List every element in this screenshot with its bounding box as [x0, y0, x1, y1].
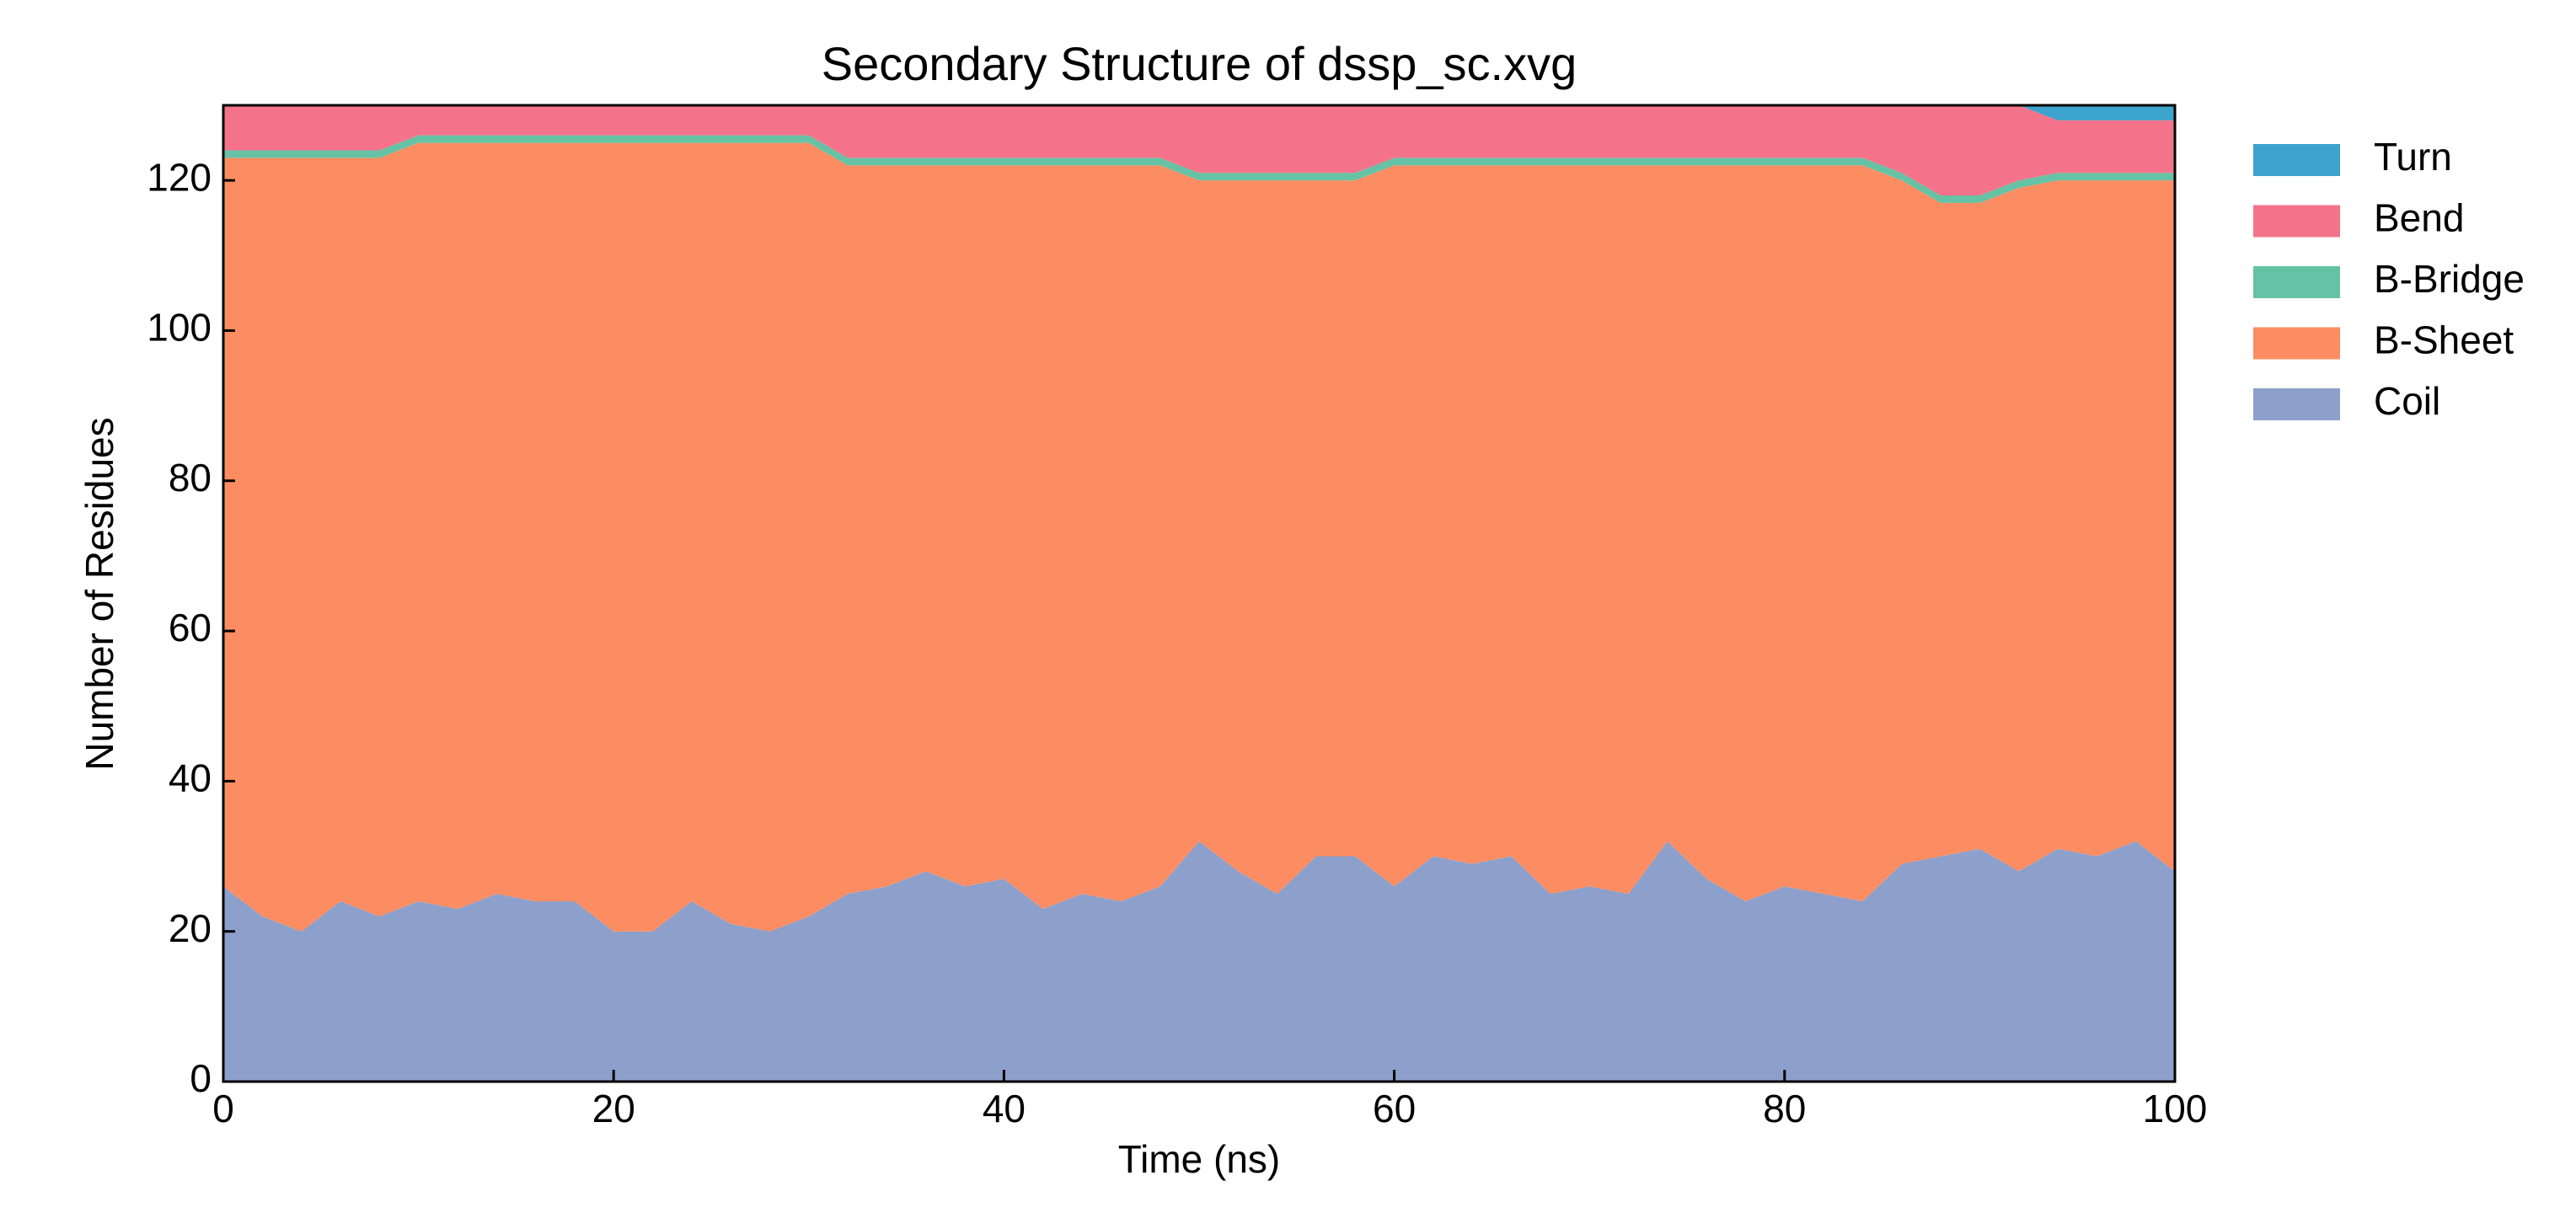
y-tick-label: 80 [169, 456, 212, 500]
x-tick-label: 0 [212, 1087, 234, 1130]
legend-label: Coil [2374, 379, 2440, 423]
legend-label: Bend [2374, 196, 2464, 240]
x-tick-label: 80 [1763, 1087, 1806, 1130]
legend-swatch [2253, 144, 2340, 176]
x-tick-label: 20 [592, 1087, 635, 1130]
legend-swatch [2253, 205, 2340, 238]
area [223, 105, 2175, 195]
x-axis-label: Time (ns) [1118, 1137, 1281, 1181]
legend-label: Turn [2374, 135, 2452, 179]
x-tick-label: 40 [983, 1087, 1026, 1130]
y-tick-label: 20 [169, 906, 212, 950]
legend-swatch [2253, 327, 2340, 360]
area [223, 135, 2175, 203]
y-axis-label: Number of Residues [78, 417, 121, 770]
plot-frame [222, 104, 2177, 1083]
legend-swatch [2253, 388, 2340, 420]
legend-label: B-Bridge [2374, 257, 2525, 301]
y-tick-label: 0 [190, 1056, 212, 1100]
chart-title: Secondary Structure of dssp_sc.xvg [822, 37, 1577, 90]
y-tick-label: 100 [147, 306, 212, 350]
area [223, 841, 2175, 1082]
area [223, 142, 2175, 932]
legend-label: B-Sheet [2374, 318, 2514, 362]
y-tick-label: 120 [147, 155, 212, 199]
y-tick-label: 60 [169, 606, 212, 649]
legend-swatch [2253, 266, 2340, 298]
x-tick-label: 60 [1373, 1087, 1416, 1130]
x-tick-label: 100 [2143, 1087, 2208, 1130]
y-tick-label: 40 [169, 756, 212, 800]
